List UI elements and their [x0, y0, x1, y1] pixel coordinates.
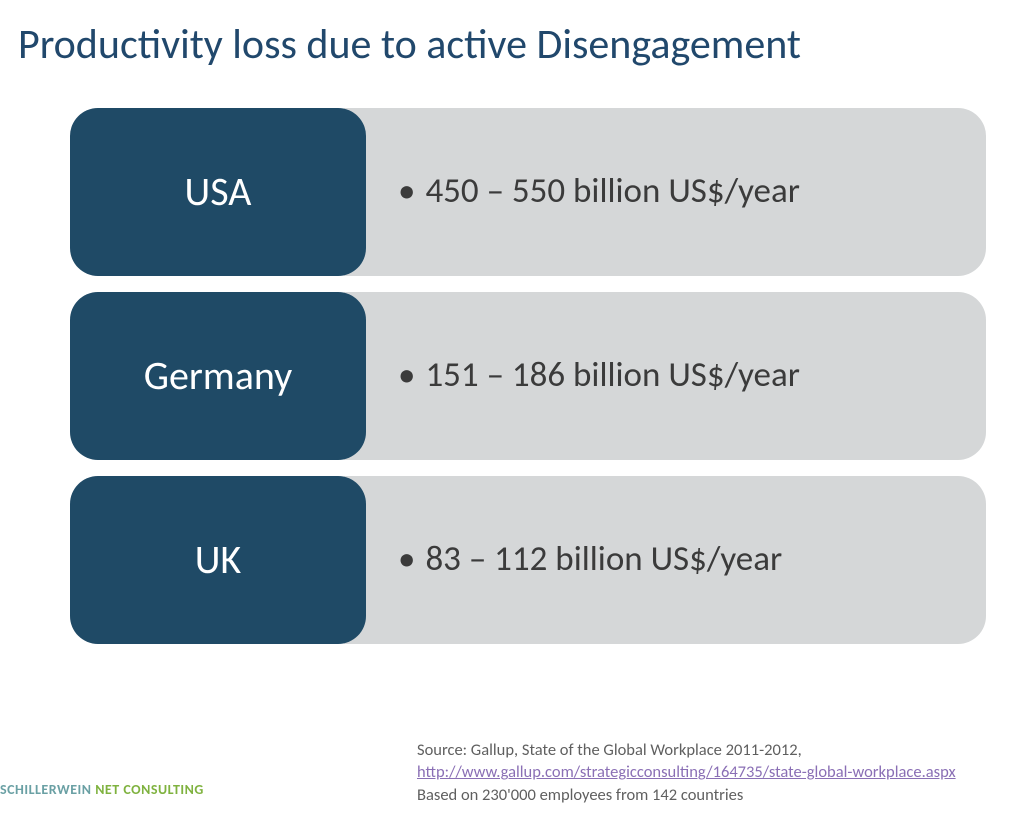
row-label-text: USA [185, 167, 252, 216]
row-label: UK [70, 476, 366, 644]
row-value-text: 450 – 550 billion US$/year [425, 170, 799, 213]
slide-title: Productivity loss due to active Disengag… [18, 20, 992, 70]
row-label: Germany [70, 292, 366, 460]
source-link[interactable]: http://www.gallup.com/strategicconsultin… [417, 762, 956, 782]
data-rows: USA • 450 – 550 billion US$/year Germany… [18, 108, 992, 644]
row-value-text: 83 – 112 billion US$/year [425, 538, 782, 581]
row-value: • 83 – 112 billion US$/year [344, 476, 986, 644]
slide-footer: SCHILLERWEIN NET CONSULTING Source: Gall… [0, 724, 1024, 816]
row-value: • 450 – 550 billion US$/year [344, 108, 986, 276]
source-line-3: Based on 230'000 employees from 142 coun… [417, 784, 992, 806]
logo-part-b: NET CONSULTING [95, 781, 204, 798]
data-row: UK • 83 – 112 billion US$/year [70, 476, 986, 644]
bullet-icon: • [398, 170, 415, 213]
bullet-icon: • [398, 354, 415, 397]
source-line-1: Source: Gallup, State of the Global Work… [417, 739, 992, 761]
bullet-icon: • [398, 538, 415, 581]
logo-part-a: SCHILLERWEIN [0, 781, 92, 798]
row-value: • 151 – 186 billion US$/year [344, 292, 986, 460]
source-citation: Source: Gallup, State of the Global Work… [417, 739, 992, 806]
row-value-text: 151 – 186 billion US$/year [425, 354, 799, 397]
row-label: USA [70, 108, 366, 276]
row-label-text: UK [195, 535, 241, 584]
data-row: Germany • 151 – 186 billion US$/year [70, 292, 986, 460]
row-value-line: • 450 – 550 billion US$/year [398, 170, 800, 213]
company-logo: SCHILLERWEIN NET CONSULTING [0, 781, 204, 798]
data-row: USA • 450 – 550 billion US$/year [70, 108, 986, 276]
row-value-line: • 151 – 186 billion US$/year [398, 354, 800, 397]
row-label-text: Germany [144, 351, 293, 400]
slide: Productivity loss due to active Disengag… [0, 0, 1024, 816]
row-value-line: • 83 – 112 billion US$/year [398, 538, 782, 581]
